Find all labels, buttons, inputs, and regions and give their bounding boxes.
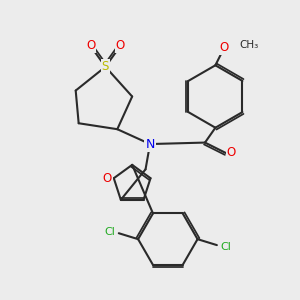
Text: O: O <box>86 40 95 52</box>
Text: O: O <box>226 146 236 160</box>
Text: O: O <box>220 41 229 54</box>
Text: CH₃: CH₃ <box>240 40 259 50</box>
Text: Cl: Cl <box>104 227 115 237</box>
Text: N: N <box>145 138 155 151</box>
Text: S: S <box>102 60 109 73</box>
Text: Cl: Cl <box>220 242 231 252</box>
Text: O: O <box>116 40 125 52</box>
Text: O: O <box>103 172 112 185</box>
